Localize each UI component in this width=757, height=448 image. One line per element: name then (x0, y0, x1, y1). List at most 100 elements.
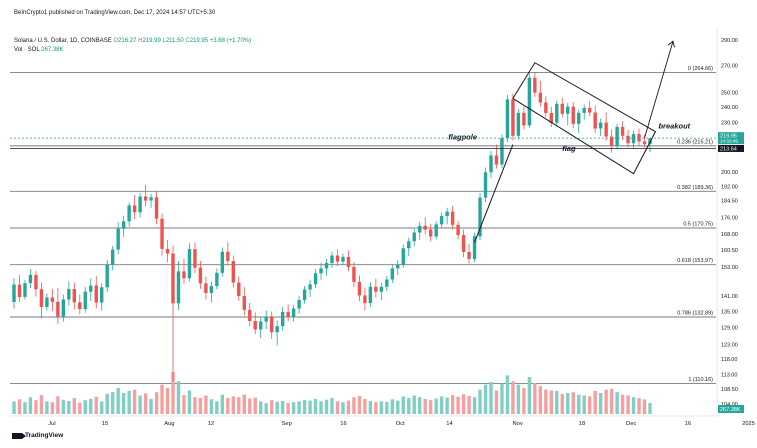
candle-body (72, 288, 77, 303)
candle-body (319, 268, 323, 274)
candle-body (604, 122, 608, 137)
candle-body (598, 122, 603, 129)
candle-body (286, 311, 290, 318)
candle-body (269, 316, 274, 333)
candle-body (571, 106, 575, 124)
time-axis: Jul 15 Aug 12 Sep 16 Oct 14 Nov 18 Dec 16 2025 (48, 421, 755, 427)
volume-bar (511, 381, 515, 414)
fib-levels: 0 (264.66) 0.236 (215.21) 0.382 (189.36) 0.… (10, 66, 716, 385)
volume-bar (609, 388, 614, 414)
candle-body (631, 134, 636, 144)
candle-body (609, 136, 614, 146)
price-tick-label: 230.00 (721, 120, 738, 126)
candle-body (428, 229, 433, 237)
volume-bar (560, 393, 564, 414)
price-tick-label: 184.50 (721, 199, 738, 205)
candle-body (549, 112, 554, 123)
volume-bar (39, 395, 44, 414)
candle-body (105, 264, 109, 288)
volume-bar (489, 382, 493, 414)
candle-body (160, 218, 164, 249)
volume-bar (450, 395, 455, 414)
candle-body (544, 102, 548, 113)
time-tick-label: Oct (396, 421, 405, 427)
volume-bar (434, 398, 438, 414)
candle-body (324, 263, 329, 269)
volume-bar (346, 400, 351, 414)
candle-body (352, 266, 356, 282)
price-tick-label: 153.00 (721, 265, 738, 271)
volume-bar (401, 396, 405, 414)
candle-body (275, 326, 279, 333)
candle-body (100, 287, 104, 303)
volume-bar (642, 399, 647, 414)
candle-body (280, 311, 285, 327)
volume-bar (215, 401, 219, 414)
volume-bar (171, 372, 175, 414)
volume-bar (67, 400, 71, 414)
candle-body (341, 256, 345, 262)
volume-bar (604, 389, 608, 414)
volume-value: 267.38K (41, 47, 64, 53)
volume-bar (577, 394, 581, 414)
candle-body (538, 92, 543, 103)
volume-bar (17, 399, 22, 414)
candle-body (346, 256, 351, 267)
candle-body (226, 251, 230, 261)
candle-body (259, 321, 263, 330)
volume-bar (176, 381, 181, 414)
price-badge-time: 14:32:46 (720, 139, 738, 144)
tradingview-brand-text: TradingView (25, 432, 64, 439)
breakout-annotation: breakout (658, 122, 690, 131)
volume-bar (237, 397, 241, 414)
volume-bar (121, 393, 126, 414)
volume-bar (226, 398, 230, 414)
candle-body (198, 267, 203, 284)
candle-body (407, 241, 411, 249)
volume-bar (527, 377, 532, 414)
low-label: L (162, 38, 166, 44)
volume-bar (264, 403, 268, 414)
symbol-ohlc-row: Solana / U.S. Dollar, 1D, COINBASE O216.… (14, 37, 251, 46)
tradingview-logo: TradingView (12, 432, 63, 439)
candle-body (390, 268, 395, 280)
volume-bar (165, 387, 170, 414)
volume-bar (313, 398, 318, 414)
price-badge (718, 132, 744, 145)
candle-body (61, 299, 66, 317)
volume-bar (538, 386, 543, 414)
volume-bar (94, 396, 98, 414)
volume-bar (297, 401, 301, 414)
candle-body (45, 297, 49, 307)
volume-bar (374, 402, 378, 414)
volume-bar (330, 398, 334, 414)
price-badge-value: 219.95 (720, 134, 737, 140)
time-tick-label: Aug (164, 421, 174, 427)
time-tick-label: 12 (208, 421, 214, 427)
chart-legend: Solana / U.S. Dollar, 1D, COINBASE O216.… (14, 37, 251, 55)
volume-bar (335, 401, 340, 414)
volume-bar (472, 397, 477, 414)
volume-bar (598, 393, 603, 414)
candle-body (121, 221, 126, 229)
open-label: O (113, 38, 119, 44)
price-tick-label: 290.00 (721, 38, 738, 44)
volume-bar (149, 398, 153, 414)
publisher-line: BeInCrypto1 published on TradingView.com… (14, 10, 216, 16)
candle-body (379, 286, 384, 292)
volume-bar (456, 396, 460, 414)
candle-body (522, 112, 526, 126)
candle-body (533, 77, 537, 93)
volume-bar (555, 390, 559, 414)
candle-body (23, 283, 27, 297)
candle-body (566, 106, 570, 114)
price-tick-label: 129.00 (721, 326, 738, 332)
candle-body (456, 224, 460, 236)
candle-body (297, 300, 301, 309)
volume-bar (259, 401, 263, 414)
time-tick-label: Nov (512, 421, 522, 427)
candle-body (171, 253, 175, 304)
candle-body (215, 272, 219, 287)
candle-body (39, 289, 44, 307)
